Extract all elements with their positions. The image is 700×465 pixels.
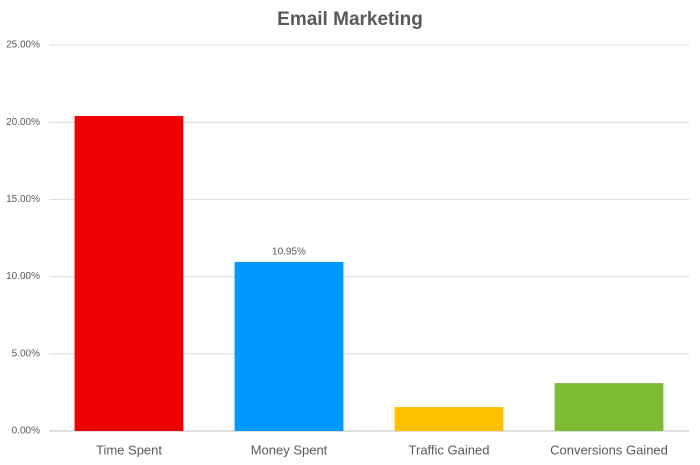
y-tick-label: 15.00% — [6, 194, 40, 205]
value-label: 10.95% — [272, 247, 306, 258]
bar — [394, 407, 504, 431]
x-tick-label: Money Spent — [251, 442, 328, 457]
y-tick-label: 5.00% — [12, 348, 40, 359]
bar — [74, 116, 184, 432]
y-tick-label: 25.00% — [6, 40, 40, 51]
bar — [234, 261, 344, 431]
bar — [554, 383, 664, 431]
x-tick-label: Time Spent — [96, 442, 162, 457]
x-tick-label: Conversions Gained — [550, 442, 668, 457]
y-tick-label: 20.00% — [6, 117, 40, 128]
chart-title: Email Marketing — [277, 9, 423, 30]
y-tick-label: 0.00% — [12, 426, 40, 437]
y-tick-label: 10.00% — [6, 271, 40, 282]
x-tick-label: Traffic Gained — [409, 442, 490, 457]
